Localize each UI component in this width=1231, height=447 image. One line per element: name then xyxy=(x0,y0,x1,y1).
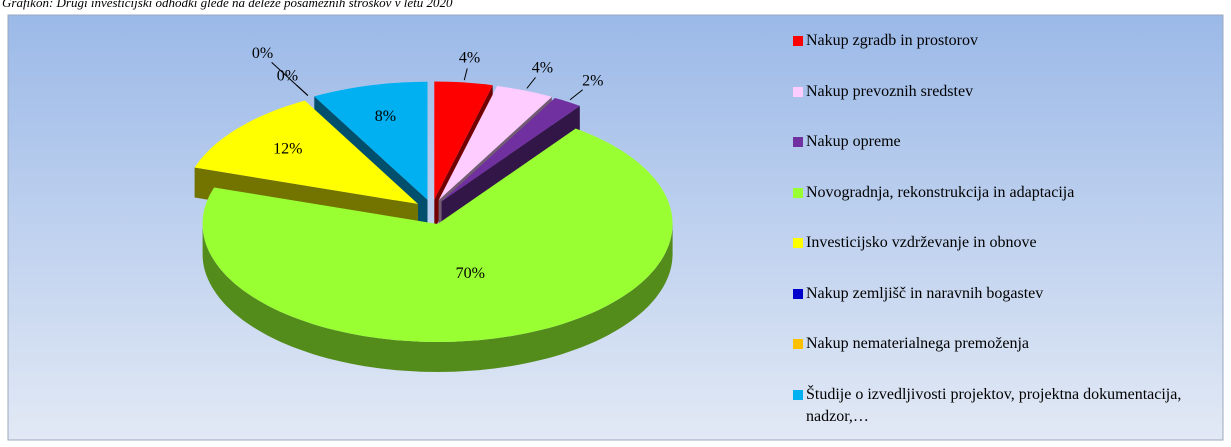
legend-swatch xyxy=(793,288,803,299)
legend-item: Nakup nematerialnega premoženja xyxy=(793,333,1193,355)
legend-item: Novogradnja, rekonstrukcija in adaptacij… xyxy=(793,182,1193,204)
legend-item: Investicijsko vzdrževanje in obnove xyxy=(793,232,1193,254)
legend-item: Nakup zemljišč in naravnih bogastev xyxy=(793,283,1193,305)
legend-item: Nakup prevoznih sredstev xyxy=(793,81,1193,103)
leader-line xyxy=(271,62,309,96)
slice-top xyxy=(310,97,424,201)
slice-top xyxy=(194,100,419,204)
pie xyxy=(194,81,673,372)
legend-label: Nakup opreme xyxy=(806,133,901,150)
legend-label: Nakup zgradb in prostorov xyxy=(806,32,978,49)
data-label: 0% xyxy=(252,45,273,62)
leader-line xyxy=(526,77,536,89)
slice-top xyxy=(434,81,493,200)
data-label: 8% xyxy=(375,108,396,125)
slice-top xyxy=(441,98,580,202)
legend-label: Novogradnja, rekonstrukcija in adaptacij… xyxy=(806,183,1075,201)
legend-label: Nakup prevoznih sredstev xyxy=(806,82,974,100)
slice-top xyxy=(438,86,552,201)
legend-item: Nakup zgradb in prostorov xyxy=(793,30,1193,52)
legend-label: Investicijsko vzdrževanje in obnove xyxy=(806,234,1037,251)
slice xyxy=(202,128,673,372)
data-label: 70% xyxy=(456,265,485,282)
chart-title: Grafikon: Drugi investicijski odhodki gl… xyxy=(2,0,453,10)
legend-item: Nakup opreme xyxy=(793,131,1193,153)
legend-swatch xyxy=(793,36,803,46)
data-label: 2% xyxy=(582,72,603,89)
slice-top xyxy=(314,81,428,200)
legend-swatch xyxy=(793,137,803,147)
legend-swatch xyxy=(793,389,803,400)
legend-item: Študije o izvedljivosti projektov, proje… xyxy=(793,384,1193,428)
data-label: 12% xyxy=(273,140,302,157)
slice-top xyxy=(202,128,673,342)
leader-line xyxy=(463,68,468,81)
legend-label: Študije o izvedljivosti projektov, proje… xyxy=(806,385,1182,425)
legend-swatch xyxy=(793,339,803,349)
legend-swatch xyxy=(793,238,803,248)
slice-wall xyxy=(202,224,673,372)
leader-line xyxy=(569,89,583,101)
slice xyxy=(310,97,424,201)
legend-swatch xyxy=(793,86,803,97)
legend-label: Nakup zemljišč in naravnih bogastev xyxy=(806,284,1044,302)
legend-swatch xyxy=(793,187,803,198)
legend-label: Nakup nematerialnega premoženja xyxy=(806,335,1029,352)
data-label: 4% xyxy=(532,59,553,76)
data-label: 4% xyxy=(459,50,480,67)
